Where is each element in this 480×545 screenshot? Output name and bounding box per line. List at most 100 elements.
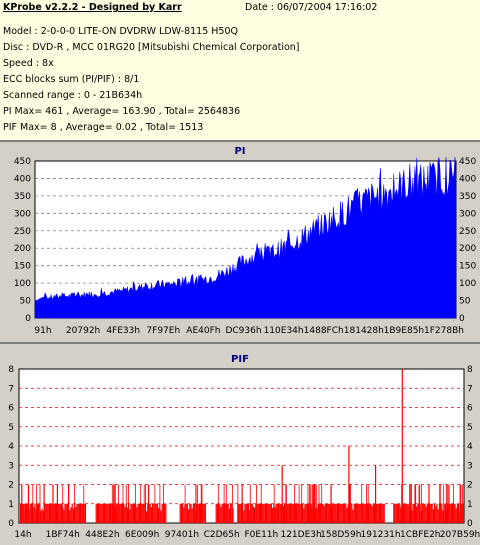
pif-bar <box>279 503 281 524</box>
pif-bar <box>398 503 400 524</box>
pif-bar <box>27 503 29 524</box>
pif-bar <box>442 510 444 523</box>
x-tick-label: 97401h <box>165 530 199 540</box>
pif-bar <box>291 503 293 524</box>
y-tick-label: 250 <box>459 227 476 237</box>
pif-bar <box>432 509 434 523</box>
disc-info: Disc : DVD-R , MCC 01RG20 [Mitsubishi Ch… <box>3 42 300 53</box>
pif-bar <box>98 503 100 524</box>
pif-bar <box>294 503 296 524</box>
pif-bar <box>230 503 232 524</box>
pif-bar <box>429 503 431 524</box>
pif-bar <box>452 503 454 524</box>
pif-bar <box>332 503 334 524</box>
pif-bar <box>42 510 44 523</box>
pif-spike <box>313 484 315 523</box>
scanned-range: Scanned range : 0 - 21B634h <box>3 90 143 101</box>
pif-bar <box>72 508 74 523</box>
pif-bar <box>147 503 149 524</box>
x-tick-label: 191231h <box>361 530 401 540</box>
pif-bar <box>393 503 395 524</box>
x-tick-label: 1F278Bh <box>424 326 464 336</box>
pi-area <box>34 157 457 319</box>
pif-spike <box>439 484 441 523</box>
pif-bar <box>51 503 53 524</box>
pif-spike <box>56 484 58 523</box>
y-tick-label: 2 <box>8 481 14 491</box>
pif-bar <box>23 503 25 524</box>
pif-bar <box>254 507 256 523</box>
pif-bar <box>422 503 424 524</box>
drive-model: Model : 2-0-0-0 LITE-ON DVDRW LDW-8115 H… <box>3 26 238 37</box>
pif-bar <box>244 503 246 524</box>
pif-bar <box>272 508 274 523</box>
pif-spike <box>135 484 136 523</box>
pif-bar <box>182 503 184 524</box>
pif-bar <box>155 503 157 524</box>
pif-spike <box>111 484 113 523</box>
pif-bar <box>226 503 228 524</box>
pif-stats: PIF Max= 8 , Average= 0.02 , Total= 1513 <box>3 122 204 133</box>
pif-bar <box>407 503 409 524</box>
pif-spike <box>316 484 318 523</box>
pif-spike <box>309 484 310 523</box>
pif-bar <box>197 503 199 524</box>
pif-spike <box>361 484 363 523</box>
pif-bar <box>243 510 245 523</box>
pif-bar <box>188 509 190 523</box>
pif-bar <box>412 503 414 524</box>
pif-bar <box>334 503 336 524</box>
pif-bar <box>71 503 73 524</box>
pif-spike <box>321 484 323 523</box>
y-tick-label: 50 <box>459 297 471 307</box>
pif-bar <box>245 503 247 524</box>
pif-bar <box>126 507 128 523</box>
x-tick-label: 6E009h <box>125 530 159 540</box>
pif-bar <box>329 503 331 524</box>
pif-bar <box>368 503 370 524</box>
pif-bar <box>320 503 322 524</box>
y-tick-label: 1 <box>8 500 14 510</box>
pif-bar <box>305 503 307 524</box>
pif-bar <box>351 503 353 524</box>
pif-bar <box>264 503 266 524</box>
y-tick-label: 5 <box>467 423 473 433</box>
pif-bar <box>455 508 457 523</box>
pif-bar <box>255 503 257 524</box>
pif-bar <box>310 503 312 524</box>
pif-bar <box>370 503 372 524</box>
y-tick-label: 250 <box>14 227 31 237</box>
pif-spike <box>74 484 75 523</box>
pif-bar <box>404 503 406 524</box>
pif-bar <box>164 503 166 524</box>
x-tick-label: C2D65h <box>204 530 240 540</box>
y-tick-label: 150 <box>459 262 476 272</box>
pif-bar <box>117 503 119 524</box>
pif-bar <box>45 503 47 524</box>
y-tick-label: 0 <box>25 314 31 324</box>
pif-spike <box>421 484 422 523</box>
pif-bar <box>292 503 294 524</box>
y-tick-label: 4 <box>467 442 473 452</box>
pif-spike <box>367 484 369 523</box>
pif-bar <box>250 503 252 524</box>
pi-stats: PI Max= 461 , Average= 163.90 , Total= 2… <box>3 106 241 117</box>
y-tick-label: 300 <box>459 209 476 219</box>
pif-spike <box>401 484 402 523</box>
pif-spike <box>125 484 127 523</box>
pif-bar <box>165 503 167 524</box>
pif-bar <box>75 507 77 523</box>
pif-bar <box>282 505 284 523</box>
pif-spike <box>459 484 461 523</box>
pif-bar <box>141 503 143 524</box>
pif-bar <box>378 503 380 524</box>
pif-bar <box>152 503 154 524</box>
pif-spike <box>113 484 114 523</box>
pif-spike <box>409 484 410 523</box>
pif-bar <box>101 503 103 524</box>
pif-bar <box>40 510 42 523</box>
pif-bar <box>142 503 144 524</box>
pif-spike <box>294 484 295 523</box>
pif-bar <box>371 506 373 523</box>
pif-bar <box>280 503 282 524</box>
